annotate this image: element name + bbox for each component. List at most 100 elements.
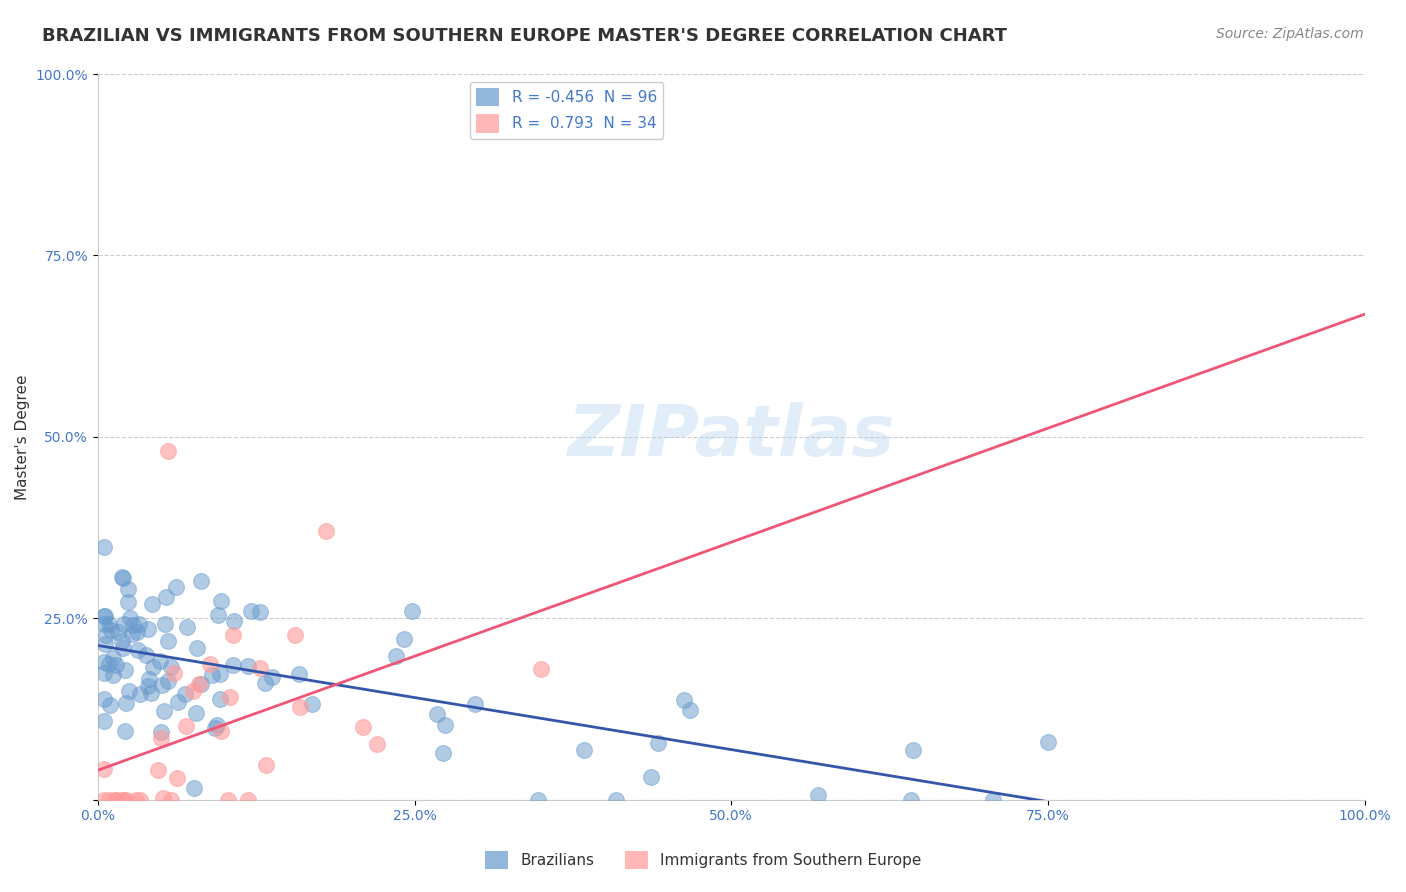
Point	[112, 571, 135, 585]
Point	[93, 637, 115, 651]
Point	[127, 643, 149, 657]
Point	[121, 627, 143, 641]
Point	[901, 743, 924, 757]
Point	[900, 793, 922, 807]
Point	[167, 695, 190, 709]
Point	[100, 623, 122, 637]
Point	[111, 570, 134, 584]
Point	[146, 763, 169, 777]
Point	[111, 793, 134, 807]
Point	[93, 793, 115, 807]
Point	[141, 686, 163, 700]
Point	[207, 608, 229, 623]
Point	[236, 658, 259, 673]
Point	[96, 628, 118, 642]
Point	[104, 793, 127, 807]
Point	[156, 444, 179, 458]
Text: Source: ZipAtlas.com: Source: ZipAtlas.com	[1216, 27, 1364, 41]
Point	[114, 724, 136, 739]
Point	[288, 700, 311, 714]
Point	[155, 591, 177, 605]
Point	[174, 687, 197, 701]
Point	[93, 762, 115, 776]
Point	[183, 780, 205, 795]
Point	[176, 620, 198, 634]
Point	[679, 703, 702, 717]
Point	[156, 674, 179, 689]
Point	[433, 718, 456, 732]
Point	[153, 704, 176, 718]
Point	[104, 658, 127, 673]
Point	[222, 657, 245, 672]
Point	[129, 687, 152, 701]
Point	[93, 655, 115, 669]
Point	[112, 793, 135, 807]
Point	[160, 660, 183, 674]
Point	[236, 793, 259, 807]
Point	[97, 793, 120, 807]
Point	[153, 616, 176, 631]
Point	[115, 793, 138, 807]
Point	[125, 793, 148, 807]
Point	[107, 625, 129, 640]
Point	[136, 679, 159, 693]
Point	[93, 666, 115, 681]
Point	[315, 524, 337, 539]
Point	[366, 737, 388, 751]
Text: BRAZILIAN VS IMMIGRANTS FROM SOUTHERN EUROPE MASTER'S DEGREE CORRELATION CHART: BRAZILIAN VS IMMIGRANTS FROM SOUTHERN EU…	[42, 27, 1007, 45]
Point	[260, 670, 283, 684]
Point	[464, 698, 486, 712]
Point	[114, 663, 136, 677]
Point	[125, 625, 148, 640]
Legend: Brazilians, Immigrants from Southern Europe: Brazilians, Immigrants from Southern Eur…	[479, 845, 927, 875]
Point	[135, 648, 157, 663]
Point	[105, 793, 128, 807]
Point	[100, 698, 122, 713]
Point	[121, 617, 143, 632]
Point	[163, 666, 186, 681]
Point	[184, 706, 207, 720]
Point	[392, 632, 415, 647]
Point	[254, 758, 277, 772]
Point	[208, 666, 231, 681]
Point	[217, 793, 239, 807]
Point	[150, 678, 173, 692]
Point	[97, 657, 120, 671]
Point	[253, 676, 276, 690]
Point	[181, 683, 204, 698]
Point	[150, 731, 173, 745]
Point	[200, 657, 222, 672]
Point	[205, 717, 228, 731]
Point	[111, 641, 134, 656]
Point	[190, 574, 212, 589]
Point	[117, 582, 139, 596]
Point	[249, 661, 271, 675]
Point	[152, 790, 174, 805]
Point	[352, 720, 374, 734]
Point	[117, 595, 139, 609]
Point	[574, 743, 596, 757]
Point	[640, 770, 662, 784]
Point	[149, 654, 172, 668]
Point	[672, 693, 695, 707]
Point	[188, 676, 211, 690]
Point	[605, 793, 627, 807]
Legend: R = -0.456  N = 96, R =  0.793  N = 34: R = -0.456 N = 96, R = 0.793 N = 34	[471, 82, 662, 139]
Point	[222, 628, 245, 642]
Point	[647, 736, 669, 750]
Point	[93, 691, 115, 706]
Point	[284, 628, 307, 642]
Point	[301, 697, 323, 711]
Point	[93, 608, 115, 623]
Point	[201, 668, 224, 682]
Point	[981, 793, 1004, 807]
Point	[530, 662, 553, 676]
Point	[209, 723, 232, 738]
Point	[1036, 735, 1059, 749]
Point	[166, 771, 188, 785]
Point	[118, 684, 141, 698]
Text: ZIPatlas: ZIPatlas	[568, 402, 896, 471]
Point	[141, 598, 163, 612]
Point	[204, 721, 226, 735]
Point	[209, 594, 232, 608]
